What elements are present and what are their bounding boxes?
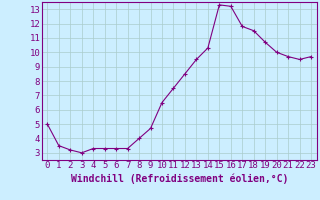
X-axis label: Windchill (Refroidissement éolien,°C): Windchill (Refroidissement éolien,°C) (70, 173, 288, 184)
